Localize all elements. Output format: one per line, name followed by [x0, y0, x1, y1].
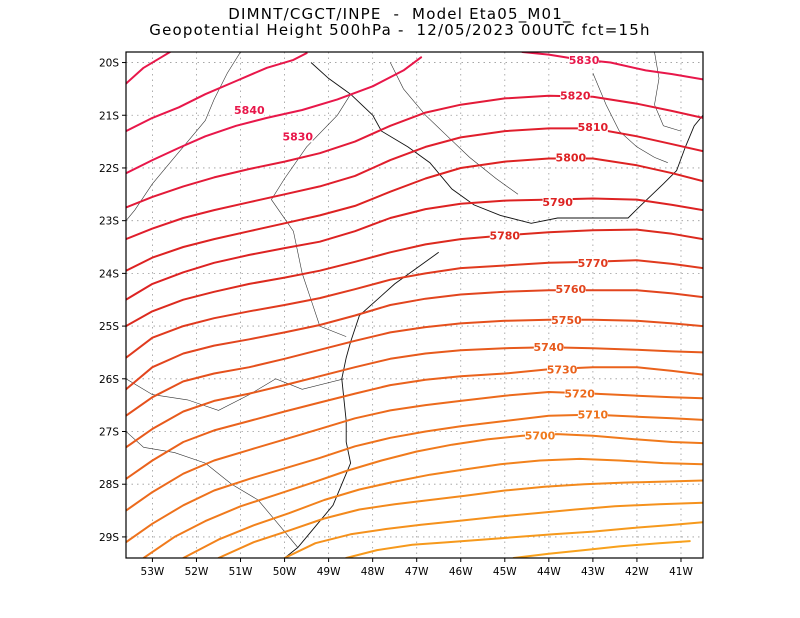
- contour-line-5780: [126, 228, 703, 328]
- contour-label-bg: [577, 407, 608, 421]
- contour-label-bg: [555, 282, 586, 296]
- contour-line-5750: [126, 318, 703, 417]
- contour-label-bg: [547, 362, 578, 376]
- contour-label: 5740: [534, 341, 565, 354]
- contour-label: 5770: [578, 257, 609, 270]
- x-tick-label: 49W: [317, 566, 341, 578]
- x-tick-label: 52W: [185, 566, 209, 578]
- contour-line-5790: [126, 197, 703, 301]
- x-tick-label: 48W: [361, 566, 385, 578]
- y-tick-label: 20S: [99, 58, 119, 70]
- contour-label-bg: [551, 312, 582, 326]
- x-tick-label: 42W: [625, 566, 649, 578]
- contour-label: 5820: [560, 90, 591, 103]
- state-border: [126, 431, 299, 548]
- contour-labels: 5840 5830 5830 5820 5810 5800 5790 5780 5770 5760…: [234, 52, 609, 443]
- contour-label-bg: [489, 228, 520, 242]
- contour-label-bg: [282, 129, 313, 143]
- contour-label: 5750: [551, 314, 582, 327]
- y-tick-label: 22S: [99, 163, 119, 175]
- x-tick-label: 45W: [493, 566, 517, 578]
- chart-title: DIMNT/CGCT/INPE - Model Eta05_M01_ Geopo…: [0, 6, 800, 38]
- x-tick-label: 47W: [405, 566, 429, 578]
- y-tick-label: 24S: [99, 268, 119, 280]
- contour-label-bg: [560, 88, 591, 102]
- y-tick-label: 27S: [99, 427, 119, 439]
- contour-label: 5830: [569, 54, 600, 67]
- x-tick-label: 53W: [141, 566, 165, 578]
- contour-line-5700: [142, 433, 703, 558]
- contour-label-bg: [533, 340, 564, 354]
- contour-label-bg: [525, 428, 556, 442]
- gridlines: [126, 52, 703, 558]
- contour-line-5820: [126, 94, 703, 209]
- x-tick-label: 44W: [537, 566, 561, 578]
- contour-label: 5840: [234, 104, 265, 117]
- coastline: [310, 62, 703, 224]
- contour-label-bg: [234, 102, 265, 116]
- contour-label: 5800: [556, 151, 587, 164]
- y-tick-label: 23S: [99, 216, 119, 228]
- contour-line-5760: [126, 289, 703, 391]
- contour-line-5850: [126, 52, 171, 85]
- title-line-1: DIMNT/CGCT/INPE - Model Eta05_M01_: [228, 5, 572, 23]
- contour-label-bg: [564, 386, 595, 400]
- contour-label: 5760: [556, 283, 587, 296]
- plot-frame: [125, 51, 704, 559]
- contour-line-5730: [126, 366, 703, 480]
- contour-label: 5720: [564, 388, 595, 401]
- contour-label: 5810: [578, 121, 609, 134]
- y-tick-label: 28S: [99, 479, 119, 491]
- axis-ticks: 53W 52W 51W 50W 49W 48W 47W 46W 45W 44W 43W 42W 41W 2…: [99, 58, 693, 578]
- y-tick-label: 21S: [99, 110, 119, 122]
- contour-label: 5790: [542, 196, 573, 209]
- state-border: [654, 52, 682, 132]
- contour-line-5650: [512, 540, 691, 558]
- contour-label-bg: [569, 52, 600, 66]
- contour-label-bg: [542, 195, 573, 209]
- contour-line-5690: [182, 457, 703, 558]
- plot-background: [126, 52, 703, 558]
- contour-label: 5700: [525, 430, 556, 443]
- state-border: [271, 94, 351, 337]
- contour-label: 5730: [547, 363, 578, 376]
- contour-label-bg: [577, 119, 608, 133]
- contour-line-5660: [345, 521, 703, 558]
- contour-line-5830: [521, 52, 703, 81]
- contour-line-5800: [126, 157, 703, 272]
- title-line-2: Geopotential Height 500hPa - 12/05/2023 …: [149, 21, 651, 39]
- contour-label-bg: [555, 150, 586, 164]
- contour-line-5740: [126, 346, 703, 449]
- x-tick-label: 51W: [229, 566, 253, 578]
- x-tick-label: 50W: [273, 566, 297, 578]
- y-tick-label: 26S: [99, 374, 119, 386]
- y-tick-label: 29S: [99, 532, 119, 544]
- contour-label: 5710: [578, 409, 609, 422]
- y-tick-label: 25S: [99, 321, 119, 333]
- state-border: [390, 62, 519, 195]
- contour-line-5840: [126, 52, 308, 133]
- state-border: [126, 378, 345, 411]
- contour-label: 5830: [282, 130, 313, 143]
- contour-line-5670: [283, 501, 703, 558]
- contour-label-bg: [577, 255, 608, 269]
- x-tick-label: 41W: [669, 566, 693, 578]
- contour-line-5680: [217, 479, 703, 558]
- coastline-south: [284, 251, 439, 558]
- x-tick-label: 43W: [581, 566, 605, 578]
- x-tick-label: 46W: [449, 566, 473, 578]
- contour-label: 5780: [489, 229, 520, 242]
- contour-line-5830: [126, 56, 423, 175]
- contour-line-5720: [126, 391, 703, 512]
